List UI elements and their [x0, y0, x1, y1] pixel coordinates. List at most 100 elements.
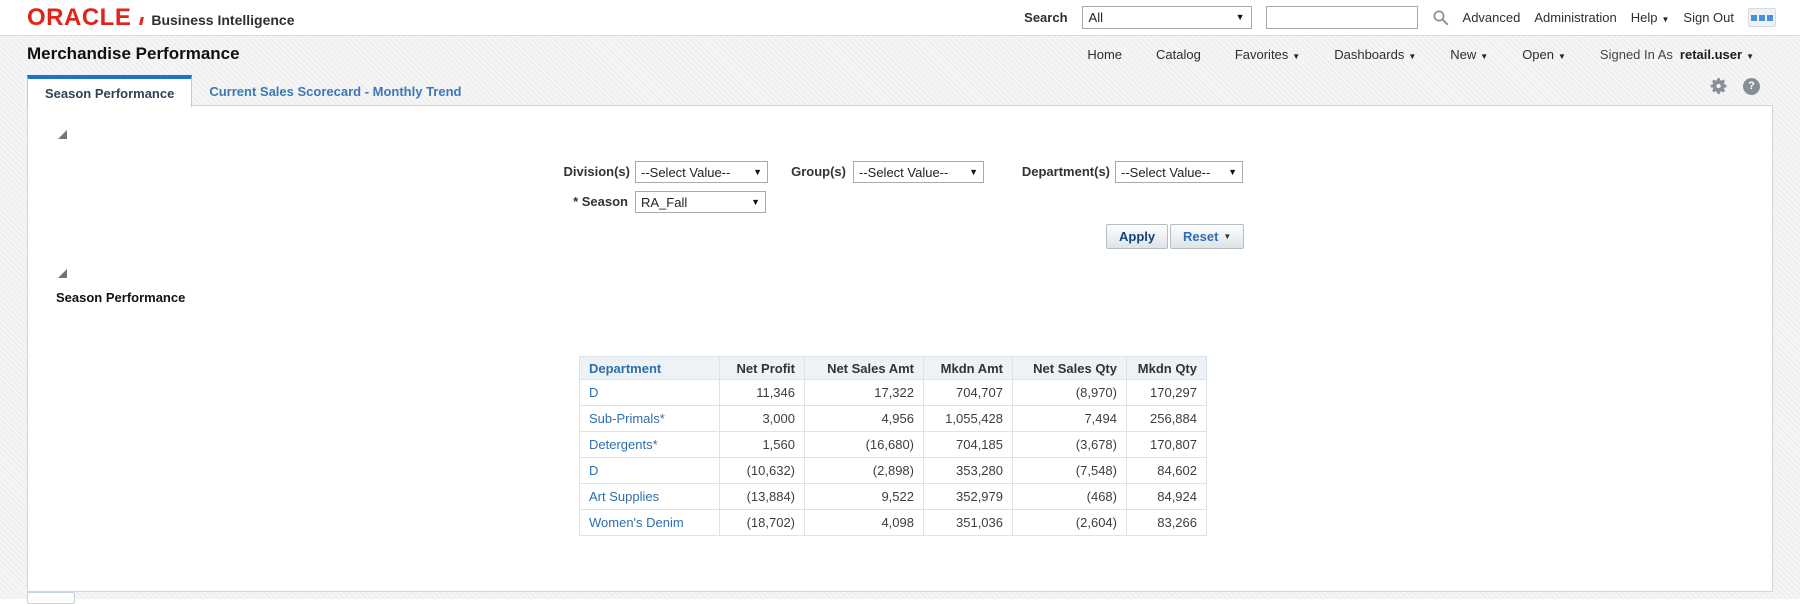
search-scope-value: All [1088, 10, 1103, 25]
chevron-down-icon: ▼ [1480, 51, 1489, 61]
division-label: Division(s) [563, 164, 630, 179]
column-header-net-sales-qty[interactable]: Net Sales Qty [1012, 356, 1127, 380]
cell-net-profit: 11,346 [719, 379, 805, 406]
cell-mkdn-amt: 351,036 [923, 509, 1013, 536]
cell-net-sales-qty: (468) [1012, 483, 1127, 510]
division-select[interactable]: --Select Value-- ▼ [635, 161, 768, 183]
dashboard-header: Merchandise Performance Home Catalog Fav… [0, 37, 1800, 71]
table-header-row: Department Net Profit Net Sales Amt Mkdn… [579, 356, 1207, 380]
page-title: Merchandise Performance [27, 44, 240, 63]
cell-mkdn-qty: 256,884 [1126, 405, 1207, 432]
collapse-section-icon[interactable] [58, 130, 67, 139]
table-row: D 11,346 17,322 704,707 (8,970) 170,297 [579, 379, 1207, 406]
cell-mkdn-qty: 170,297 [1126, 379, 1207, 406]
administration-link[interactable]: Administration [1534, 10, 1617, 25]
nav-home[interactable]: Home [1087, 46, 1123, 62]
chevron-down-icon: ▼ [1292, 51, 1301, 61]
horizontal-scrollbar[interactable] [27, 592, 75, 604]
cell-net-profit: (18,702) [719, 509, 805, 536]
cell-net-sales-amt: 9,522 [804, 483, 924, 510]
column-header-mkdn-qty[interactable]: Mkdn Qty [1126, 356, 1207, 380]
gear-icon[interactable] [1709, 76, 1729, 96]
global-nav: Home Catalog Favorites ▼ Dashboards ▼ New ▼… [1087, 47, 1754, 62]
nav-new[interactable]: New ▼ [1450, 46, 1489, 62]
department-select[interactable]: --Select Value-- ▼ [1115, 161, 1243, 183]
global-header: ORACLE Business Intelligence Search All … [0, 0, 1800, 36]
group-select[interactable]: --Select Value-- ▼ [853, 161, 984, 183]
section-title: Season Performance [56, 290, 186, 305]
department-link[interactable]: Art Supplies [589, 489, 660, 504]
cell-mkdn-amt: 352,979 [923, 483, 1013, 510]
cell-net-profit: 1,560 [719, 431, 805, 458]
nav-dashboards[interactable]: Dashboards ▼ [1334, 46, 1417, 62]
column-header-mkdn-amt[interactable]: Mkdn Amt [923, 356, 1013, 380]
accessibility-grid-icon[interactable] [1748, 8, 1776, 27]
season-performance-table: Department Net Profit Net Sales Amt Mkdn… [579, 356, 1207, 536]
cell-net-sales-amt: (2,898) [804, 457, 924, 484]
column-header-net-sales-amt[interactable]: Net Sales Amt [804, 356, 924, 380]
cell-net-sales-amt: (16,680) [804, 431, 924, 458]
cell-mkdn-qty: 84,924 [1126, 483, 1207, 510]
department-label: Department(s) [1021, 164, 1110, 179]
oracle-brand: ORACLE Business Intelligence [27, 3, 295, 31]
signed-in-area: Signed In As retail.user ▼ [1600, 47, 1754, 62]
search-scope-select[interactable]: All ▼ [1081, 6, 1252, 29]
cell-mkdn-qty: 83,266 [1126, 509, 1207, 536]
cell-net-sales-qty: 7,494 [1012, 405, 1127, 432]
tab-current-sales-scorecard[interactable]: Current Sales Scorecard - Monthly Trend [209, 83, 462, 99]
table-row: D (10,632) (2,898) 353,280 (7,548) 84,60… [579, 457, 1207, 484]
sign-out-link[interactable]: Sign Out [1683, 10, 1734, 25]
table-row: Art Supplies (13,884) 9,522 352,979 (468… [579, 483, 1207, 510]
cell-net-sales-amt: 4,098 [804, 509, 924, 536]
group-label: Group(s) [791, 164, 846, 179]
season-select[interactable]: RA_Fall ▼ [635, 191, 766, 213]
cell-net-sales-qty: (2,604) [1012, 509, 1127, 536]
oracle-logo: ORACLE [27, 3, 132, 31]
cell-net-sales-qty: (3,678) [1012, 431, 1127, 458]
dashboard-content-panel: Division(s) --Select Value-- ▼ Group(s) … [27, 105, 1773, 592]
department-link[interactable]: D [589, 385, 599, 400]
chevron-down-icon: ▼ [1558, 51, 1566, 61]
chevron-down-icon: ▼ [1228, 166, 1237, 177]
department-link[interactable]: D [589, 463, 599, 478]
search-input[interactable] [1265, 6, 1418, 29]
cell-net-sales-qty: (7,548) [1012, 457, 1127, 484]
cell-net-profit: (10,632) [719, 457, 805, 484]
apply-button[interactable]: Apply [1106, 224, 1169, 249]
department-link[interactable]: Sub-Primals* [589, 411, 665, 426]
chevron-down-icon: ▼ [751, 196, 760, 207]
nav-catalog[interactable]: Catalog [1156, 46, 1201, 62]
cell-net-profit: (13,884) [719, 483, 805, 510]
user-menu[interactable]: retail.user ▼ [1679, 46, 1754, 62]
table-row: Sub-Primals* 3,000 4,956 1,055,428 7,494… [579, 405, 1207, 432]
cell-net-sales-amt: 17,322 [804, 379, 924, 406]
search-icon[interactable] [1432, 9, 1449, 26]
tab-season-performance[interactable]: Season Performance [27, 75, 193, 107]
cell-mkdn-amt: 704,707 [923, 379, 1013, 406]
cell-net-sales-amt: 4,956 [804, 405, 924, 432]
cell-mkdn-qty: 170,807 [1126, 431, 1207, 458]
column-header-department[interactable]: Department [579, 356, 720, 380]
help-icon[interactable]: ? [1743, 77, 1760, 95]
nav-favorites[interactable]: Favorites ▼ [1234, 46, 1301, 62]
department-link[interactable]: Detergents* [589, 437, 658, 452]
cell-net-sales-qty: (8,970) [1012, 379, 1127, 406]
chevron-down-icon: ▼ [969, 166, 978, 177]
oracle-logo-registered-mark [139, 16, 145, 25]
help-menu[interactable]: Help ▼ [1630, 10, 1670, 25]
cell-mkdn-amt: 1,055,428 [923, 405, 1013, 432]
reset-button[interactable]: Reset ▼ [1170, 224, 1245, 249]
chevron-down-icon: ▼ [1223, 231, 1232, 241]
chevron-down-icon: ▼ [753, 166, 762, 177]
nav-open[interactable]: Open ▼ [1522, 46, 1566, 62]
product-name: Business Intelligence [151, 11, 295, 28]
cell-net-profit: 3,000 [719, 405, 805, 432]
department-link[interactable]: Women's Denim [589, 515, 684, 530]
chevron-down-icon: ▼ [1408, 51, 1417, 61]
global-header-actions: Search All ▼ Advanced Administration Hel… [1024, 6, 1776, 29]
column-header-net-profit[interactable]: Net Profit [719, 356, 805, 380]
advanced-link[interactable]: Advanced [1462, 10, 1521, 25]
cell-mkdn-qty: 84,602 [1126, 457, 1207, 484]
collapse-section-icon[interactable] [58, 269, 67, 278]
